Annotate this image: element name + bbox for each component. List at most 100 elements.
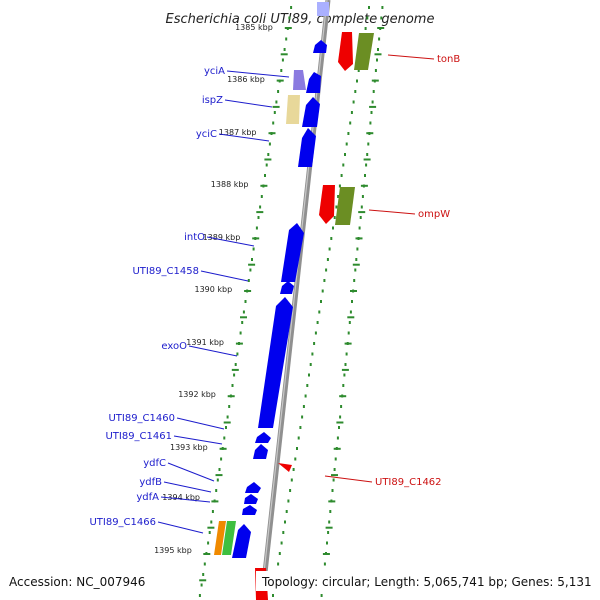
tick-dot bbox=[290, 478, 293, 482]
gene-label-ydfB[interactable]: ydfB bbox=[139, 477, 162, 488]
tick-dot bbox=[357, 69, 360, 72]
gene-label-UTI89_C1461[interactable]: UTI89_C1461 bbox=[105, 431, 172, 442]
tick-dash bbox=[235, 342, 243, 345]
tick-dot bbox=[340, 405, 343, 408]
gene-label-UTI89_C1458[interactable]: UTI89_C1458 bbox=[132, 266, 199, 277]
tick-dash bbox=[336, 421, 344, 424]
tick-dot bbox=[328, 247, 331, 251]
tick-dot bbox=[330, 237, 333, 240]
tick-dash bbox=[377, 27, 385, 29]
gene-arrow-tonB[interactable] bbox=[338, 32, 353, 71]
gene-arrow-UTI89_C1462[interactable] bbox=[278, 463, 292, 472]
tick-dot bbox=[318, 310, 321, 314]
tick-dot bbox=[215, 489, 218, 492]
gene-label-intO[interactable]: intO bbox=[184, 232, 205, 243]
topology-text: Topology: circular; Length: 5,065,741 bp… bbox=[261, 575, 592, 589]
tick-dot bbox=[320, 300, 322, 303]
gene-arrow-yciA[interactable] bbox=[293, 70, 306, 90]
tick-dash bbox=[374, 53, 382, 56]
gene-label-ydfC[interactable]: ydfC bbox=[143, 458, 166, 469]
tick-dot bbox=[284, 520, 286, 524]
tick-dot bbox=[313, 342, 316, 345]
gene-arrow[interactable] bbox=[302, 97, 320, 127]
gene-block-top[interactable] bbox=[317, 2, 329, 16]
tick-dash bbox=[252, 237, 260, 240]
tick-dash bbox=[219, 447, 227, 450]
tick-dot bbox=[349, 310, 352, 314]
tick-dot bbox=[281, 58, 284, 62]
gene-arrow-exoO[interactable] bbox=[258, 297, 293, 428]
tick-dot bbox=[344, 153, 346, 156]
gene-arrow-UTI89_C1458[interactable] bbox=[280, 281, 294, 294]
tick-dot bbox=[233, 373, 236, 377]
tick-dash bbox=[363, 158, 371, 161]
gene-arrow-yciC[interactable] bbox=[298, 128, 316, 167]
tick-dash bbox=[369, 105, 377, 108]
gene-arrow-UTI89_C1460[interactable] bbox=[255, 432, 271, 443]
tick-dot bbox=[370, 111, 373, 114]
gene-label-ispZ[interactable]: ispZ bbox=[202, 95, 223, 106]
tick-dash bbox=[248, 263, 256, 266]
tick-dot bbox=[355, 258, 358, 261]
gene-arrow[interactable] bbox=[306, 72, 321, 93]
tick-dot bbox=[277, 90, 280, 93]
tick-dot bbox=[198, 594, 201, 597]
tick-dot bbox=[338, 426, 340, 429]
cds-orange[interactable] bbox=[214, 521, 226, 555]
tick-dot bbox=[251, 258, 253, 261]
gene-arrow-UTI89_C1466[interactable] bbox=[232, 524, 251, 558]
tick-dot bbox=[352, 100, 355, 104]
tick-dot bbox=[267, 153, 270, 156]
tick-dot bbox=[226, 415, 229, 419]
gene-label-UTI89_C1462[interactable]: UTI89_C1462 bbox=[375, 477, 442, 488]
tick-dot bbox=[285, 510, 288, 513]
gene-label-yciC[interactable]: yciC bbox=[196, 129, 217, 140]
tick-dot bbox=[203, 562, 206, 566]
tick-dot bbox=[252, 247, 255, 251]
tick-dot bbox=[272, 594, 274, 597]
tick-dot bbox=[339, 415, 342, 419]
tick-dot bbox=[342, 163, 345, 167]
tick-dot bbox=[296, 447, 298, 450]
tick-dot bbox=[371, 100, 374, 104]
tick-dash bbox=[231, 368, 239, 371]
kbp-label: 1385 kbp bbox=[235, 23, 273, 32]
tick-dot bbox=[302, 405, 305, 408]
tick-dot bbox=[228, 405, 231, 408]
gene-arrow-UTI89_C1461[interactable] bbox=[253, 444, 268, 459]
tick-dot bbox=[345, 142, 348, 146]
gene-arrow-ydfC[interactable] bbox=[245, 482, 261, 493]
gene-label-UTI89_C1466[interactable]: UTI89_C1466 bbox=[89, 517, 156, 528]
tick-dot bbox=[354, 90, 357, 93]
tick-dash bbox=[240, 316, 247, 319]
tick-dot bbox=[321, 289, 324, 293]
cds-green[interactable] bbox=[222, 521, 236, 555]
tick-dash bbox=[284, 27, 292, 29]
gene-arrow[interactable] bbox=[313, 40, 327, 53]
footer-right-bg bbox=[256, 571, 596, 591]
gene-arrow-ispZ[interactable] bbox=[286, 95, 300, 124]
gene-arrow-intO[interactable] bbox=[281, 223, 304, 282]
tick-dot bbox=[369, 121, 372, 125]
tick-dot bbox=[332, 226, 334, 230]
tick-dot bbox=[353, 279, 356, 282]
forward-labels: yciA ispZ yciC intO UTI89_C1458 exoO UTI… bbox=[89, 66, 290, 534]
gene-label-ompW[interactable]: ompW bbox=[418, 209, 450, 220]
gene-label-ydfA[interactable]: ydfA bbox=[136, 492, 159, 503]
tick-dot bbox=[220, 457, 223, 461]
tick-dash bbox=[371, 79, 379, 82]
tick-dot bbox=[377, 48, 379, 51]
tick-dot bbox=[294, 457, 297, 461]
gene-label-exoO[interactable]: exoO bbox=[161, 341, 187, 352]
gene-label-yciA[interactable]: yciA bbox=[204, 66, 225, 77]
tick-dot bbox=[311, 352, 314, 356]
tick-dot bbox=[211, 510, 214, 513]
cds-ompW[interactable] bbox=[335, 187, 355, 225]
gene-arrow-ompW[interactable] bbox=[319, 185, 335, 224]
gene-arrow-ydfA[interactable] bbox=[242, 505, 257, 515]
tick-dot bbox=[242, 310, 245, 314]
gene-label-UTI89_C1460[interactable]: UTI89_C1460 bbox=[108, 413, 175, 424]
gene-arrow-ydfB[interactable] bbox=[244, 494, 258, 504]
gene-label-tonB[interactable]: tonB bbox=[437, 54, 460, 65]
cds-tonB[interactable] bbox=[354, 33, 374, 70]
